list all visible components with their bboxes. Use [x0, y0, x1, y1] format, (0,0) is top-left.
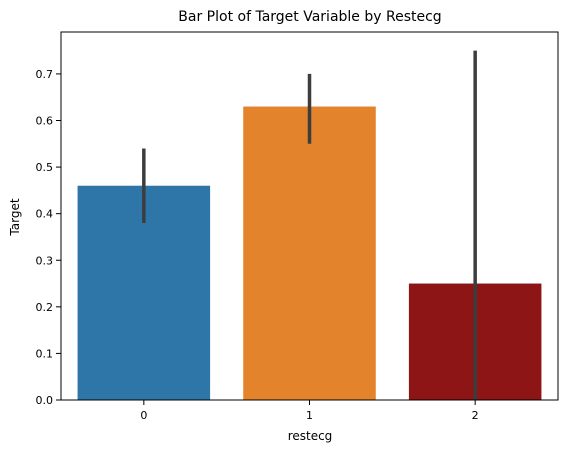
y-tick-label-1: 0.1 — [36, 347, 54, 360]
x-tick-label-1: 1 — [306, 409, 313, 422]
y-tick-label-4: 0.4 — [36, 208, 54, 221]
x-tick-label-0: 0 — [140, 409, 147, 422]
y-tick-label-5: 0.5 — [36, 161, 54, 174]
plot-frame — [60, 31, 559, 401]
y-tick-label-0: 0.0 — [36, 394, 54, 407]
chart-title: Bar Plot of Target Variable by Restecg — [178, 9, 441, 25]
y-tick-label-2: 0.2 — [36, 301, 54, 314]
y-tick-label-6: 0.6 — [36, 115, 54, 128]
bar-1 — [243, 106, 376, 400]
y-tick-label-3: 0.3 — [36, 254, 54, 267]
x-axis-label: restecg — [288, 429, 333, 443]
y-axis-label: Target — [8, 198, 22, 236]
x-tick-label-2: 2 — [472, 409, 479, 422]
y-tick-label-7: 0.7 — [36, 68, 54, 81]
